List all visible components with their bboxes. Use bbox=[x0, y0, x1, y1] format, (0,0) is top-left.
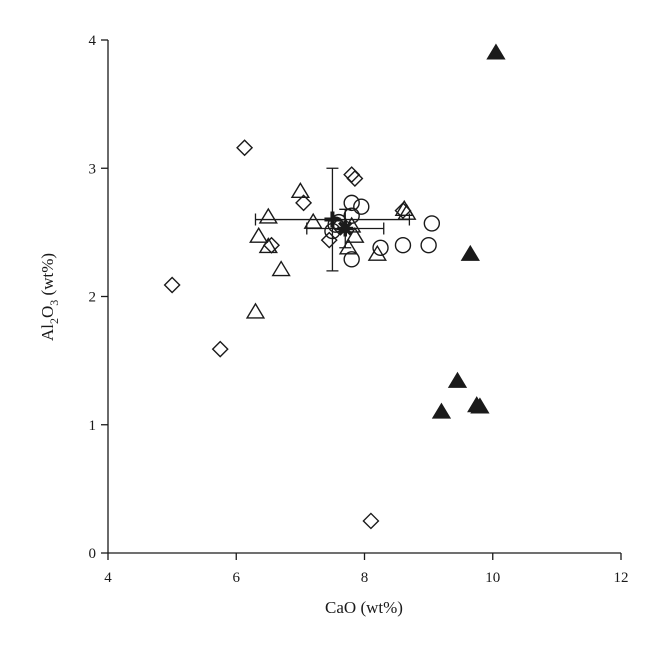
y-label-suffix: (wt%) bbox=[38, 253, 57, 300]
y-tick-label: 4 bbox=[89, 33, 97, 49]
y-axis-label: Al2O3 (wt%) bbox=[38, 253, 61, 341]
point-triangle bbox=[367, 244, 387, 261]
x-tick-label: 4 bbox=[104, 570, 112, 586]
point-circle bbox=[423, 215, 441, 232]
y-label-sub1: 2 bbox=[47, 318, 61, 324]
point-triangle-filled bbox=[470, 397, 490, 414]
point-triangle bbox=[245, 302, 266, 319]
x-tick-label: 8 bbox=[361, 570, 369, 586]
x-axis-label: CaO (wt%) bbox=[325, 598, 403, 617]
point-triangle bbox=[345, 226, 365, 243]
y-label-prefix: Al bbox=[38, 324, 57, 341]
point-triangle bbox=[249, 226, 269, 243]
point-diamond bbox=[295, 194, 313, 212]
point-triangle bbox=[258, 237, 278, 254]
point-triangle bbox=[338, 238, 359, 255]
mean-star bbox=[337, 220, 354, 237]
y-tick-label: 0 bbox=[89, 546, 97, 562]
y-tick-label: 3 bbox=[89, 161, 97, 177]
mean-cross bbox=[324, 211, 341, 228]
point-triangle bbox=[290, 181, 311, 199]
point-triangle-filled bbox=[431, 402, 452, 419]
point-circle bbox=[353, 198, 370, 215]
mean-markers bbox=[324, 211, 354, 237]
x-tick-label: 10 bbox=[485, 570, 500, 586]
y-label-mid: O bbox=[38, 306, 57, 318]
point-triangle-filled bbox=[486, 43, 506, 60]
point-circle bbox=[343, 194, 360, 212]
point-circle bbox=[372, 239, 389, 256]
y-label-sub2: 3 bbox=[47, 300, 61, 306]
point-circle bbox=[394, 236, 412, 254]
y-tick-label: 2 bbox=[89, 290, 97, 306]
x-tick-label: 6 bbox=[233, 570, 241, 586]
point-diamond bbox=[211, 340, 229, 358]
point-circle bbox=[343, 251, 360, 268]
data-marks bbox=[163, 43, 506, 530]
point-triangle bbox=[397, 203, 417, 220]
point-diamond bbox=[346, 170, 364, 187]
point-triangle bbox=[258, 207, 278, 224]
y-tick-label: 1 bbox=[89, 418, 97, 434]
axes bbox=[107, 40, 621, 554]
point-triangle-filled bbox=[447, 371, 468, 388]
x-tick-label: 12 bbox=[614, 570, 629, 586]
point-triangle bbox=[303, 212, 323, 229]
point-triangle-filled bbox=[460, 244, 480, 261]
point-diamond bbox=[163, 276, 181, 294]
point-diamond bbox=[362, 512, 380, 530]
point-triangle bbox=[271, 260, 291, 277]
point-diamond bbox=[236, 139, 254, 157]
point-diamond bbox=[320, 231, 338, 249]
point-circle bbox=[420, 236, 437, 254]
